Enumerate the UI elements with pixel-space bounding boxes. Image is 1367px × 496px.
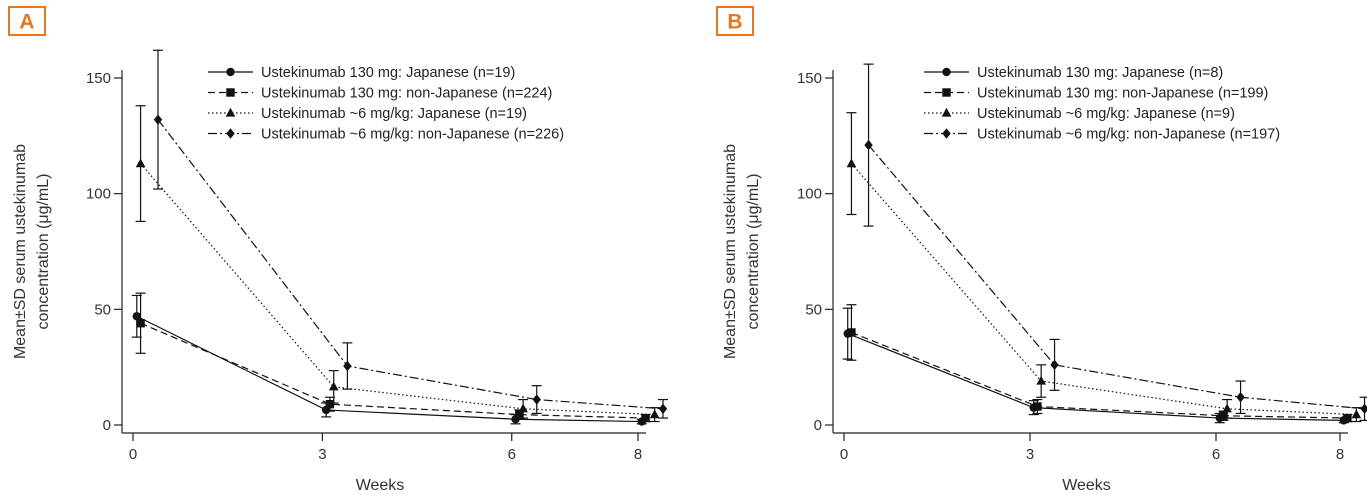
series-line (157, 119, 664, 410)
legend-label: Ustekinumab 130 mg: Japanese (n=8) (977, 65, 1223, 81)
y-axis-title-line-1: Mean±SD serum ustekinumab (722, 144, 739, 359)
series-triangle (846, 112, 1362, 423)
legend-label: Ustekinumab 130 mg: Japanese (n=19) (261, 65, 515, 81)
series-circle (131, 294, 647, 426)
series-circle (842, 307, 1349, 425)
y-tick-label: 0 (814, 417, 822, 434)
chart-panel-b: B 0 50 100 150 0 3 6 8 Weeks Mean±SD serum ustekin… (716, 6, 1367, 494)
legend-label: Ustekinumab 130 mg: non-Japanese (n=224) (261, 86, 552, 102)
panel-letter-box (716, 6, 754, 36)
x-axis-title: Weeks (1062, 477, 1111, 494)
legend-label: Ustekinumab 130 mg: non-Japanese (n=199) (977, 86, 1268, 102)
data-point-diamond (864, 139, 873, 151)
data-point-diamond (1360, 403, 1367, 415)
data-point-diamond (532, 394, 541, 405)
series-line (851, 331, 1348, 419)
series-line (136, 315, 642, 423)
panel-letter-box (8, 6, 46, 36)
legend-marker-square (942, 88, 951, 97)
y-tick-label: 150 (797, 70, 822, 87)
data-point-diamond (343, 360, 352, 372)
chart-panel-a: A 0 50 100 150 0 3 6 8 Weeks Mean±SD serum ustekin… (8, 6, 668, 494)
legend-marker-triangle (941, 107, 952, 117)
y-tick-label: 0 (103, 417, 111, 434)
series-square (135, 292, 651, 423)
x-axis-title: Weeks (356, 477, 405, 494)
y-tick-label: 100 (797, 186, 822, 203)
series-line (847, 333, 1344, 421)
data-point-square (136, 319, 145, 328)
x-tick-label: 0 (840, 446, 848, 463)
y-axis-title-line-2: concentration (μg/mL) (35, 174, 52, 330)
series-line (140, 322, 646, 419)
legend-marker-circle (226, 67, 235, 77)
data-point-triangle (518, 403, 528, 413)
x-tick-label: 8 (634, 446, 642, 463)
x-tick-label: 6 (1212, 446, 1220, 463)
panel-label: B (727, 11, 742, 34)
data-point-square (1343, 413, 1352, 423)
x-tick-label: 3 (1026, 446, 1034, 463)
data-point-square (1219, 411, 1228, 420)
legend-marker-diamond (942, 128, 951, 139)
legend-label: Ustekinumab ~6 mg/kg: non-Japanese (n=22… (261, 127, 564, 143)
series-diamond (863, 63, 1367, 421)
data-point-triangle (1222, 403, 1232, 413)
x-tick-label: 6 (508, 446, 516, 463)
series-line (850, 163, 1357, 416)
data-point-triangle (649, 409, 660, 419)
data-point-square (325, 399, 335, 409)
legend: Ustekinumab 130 mg: Japanese (n=19) Ustek… (208, 65, 564, 143)
data-point-triangle (328, 381, 339, 391)
data-point-triangle (846, 158, 857, 168)
y-tick-label: 100 (86, 186, 111, 203)
x-tick-label: 3 (318, 446, 326, 463)
legend-label: Ustekinumab ~6 mg/kg: Japanese (n=19) (261, 106, 527, 122)
data-point-diamond (153, 114, 163, 125)
legend-label: Ustekinumab ~6 mg/kg: non-Japanese (n=19… (977, 127, 1280, 143)
y-tick-label: 50 (94, 301, 111, 318)
legend-marker-square (226, 88, 235, 97)
legend: Ustekinumab 130 mg: Japanese (n=8) Usteki… (924, 65, 1280, 143)
series-square (846, 304, 1353, 423)
legend-marker-triangle (225, 107, 236, 117)
data-point-diamond (1236, 392, 1245, 403)
data-point-diamond (658, 403, 668, 415)
series-line (140, 163, 655, 416)
x-tick-label: 0 (129, 446, 137, 463)
y-axis-title-line-1: Mean±SD serum ustekinumab (12, 144, 29, 359)
data-point-triangle (135, 158, 146, 168)
y-tick-label: 50 (805, 301, 822, 318)
legend-label: Ustekinumab ~6 mg/kg: Japanese (n=9) (977, 106, 1235, 122)
series-diamond (152, 49, 668, 419)
legend-marker-circle (942, 67, 951, 77)
data-point-diamond (1050, 359, 1059, 371)
data-point-square (1033, 402, 1042, 411)
y-axis-title-line-2: concentration (μg/mL) (745, 174, 762, 330)
legend-marker-diamond (226, 128, 235, 139)
data-point-circle (132, 312, 141, 321)
data-point-square (515, 410, 524, 419)
series-triangle (135, 105, 660, 423)
data-point-square (847, 328, 856, 337)
data-point-square (641, 413, 650, 423)
panel-label: A (19, 11, 34, 34)
x-tick-label: 8 (1336, 446, 1344, 463)
series-line (868, 144, 1365, 410)
y-tick-label: 150 (86, 70, 111, 87)
data-point-triangle (1036, 375, 1046, 385)
data-point-triangle (1351, 409, 1362, 419)
